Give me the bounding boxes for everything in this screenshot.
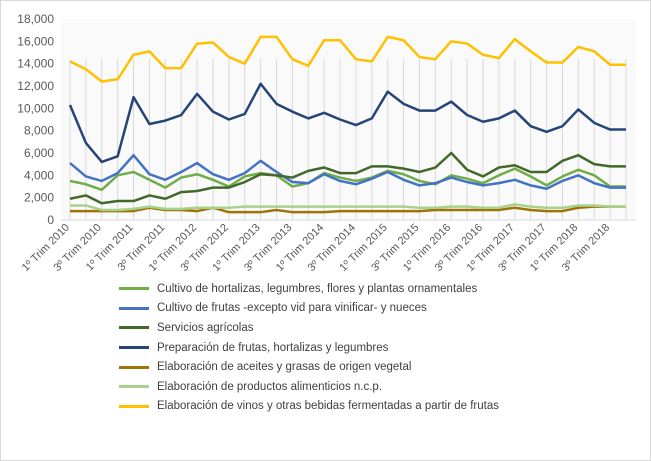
y-tick-label: 6,000 <box>24 146 54 160</box>
legend-label: Servicios agrícolas <box>157 321 254 334</box>
legend-swatch <box>119 365 149 369</box>
y-tick-label: 2,000 <box>24 191 54 205</box>
y-tick-label: 18,000 <box>17 12 54 26</box>
legend-label: Elaboración de aceites y grasas de orige… <box>157 361 412 374</box>
legend-swatch <box>119 306 149 310</box>
legend-item: Elaboración de productos alimenticios n.… <box>119 377 499 397</box>
series-line <box>69 151 626 205</box>
legend-label: Elaboración de vinos y otras bebidas fer… <box>157 400 499 413</box>
legend-swatch <box>119 326 149 330</box>
legend-label: Elaboración de productos alimenticios n.… <box>157 380 383 393</box>
legend-item: Elaboración de vinos y otras bebidas fer… <box>119 397 499 417</box>
y-tick-label: 8,000 <box>24 124 54 138</box>
legend: Cultivo de hortalizas, legumbres, flores… <box>119 279 499 416</box>
series-line <box>69 167 626 192</box>
y-tick-label: 16,000 <box>17 34 54 48</box>
series-line <box>70 203 626 212</box>
legend-swatch <box>119 346 149 350</box>
line-chart: 0 2,000 4,000 6,000 8,000 10,000 12,000 14,000 1… <box>17 12 636 274</box>
y-tick-label: 10,000 <box>17 101 54 115</box>
legend-swatch <box>119 385 149 389</box>
legend-label: Cultivo de frutas -excepto vid para vini… <box>157 302 427 315</box>
legend-item: Servicios agrícolas <box>119 318 499 338</box>
y-tick-label: 14,000 <box>17 57 54 71</box>
y-tick-label: 4,000 <box>24 168 54 182</box>
legend-label: Preparación de frutas, hortalizas y legu… <box>157 341 389 354</box>
y-tick-label: 12,000 <box>17 79 54 93</box>
series-line <box>69 153 626 190</box>
legend-label: Cultivo de hortalizas, legumbres, flores… <box>157 282 478 295</box>
legend-item: Elaboración de aceites y grasas de orige… <box>119 357 499 377</box>
legend-item: Cultivo de hortalizas, legumbres, flores… <box>119 279 499 299</box>
legend-swatch <box>119 287 149 291</box>
legend-item: Cultivo de frutas -excepto vid para vini… <box>119 299 499 319</box>
series-line <box>69 35 626 83</box>
legend-item: Preparación de frutas, hortalizas y legu… <box>119 338 499 358</box>
y-tick-label: 0 <box>47 213 54 227</box>
series-line <box>68 82 626 164</box>
legend-swatch <box>119 404 149 408</box>
